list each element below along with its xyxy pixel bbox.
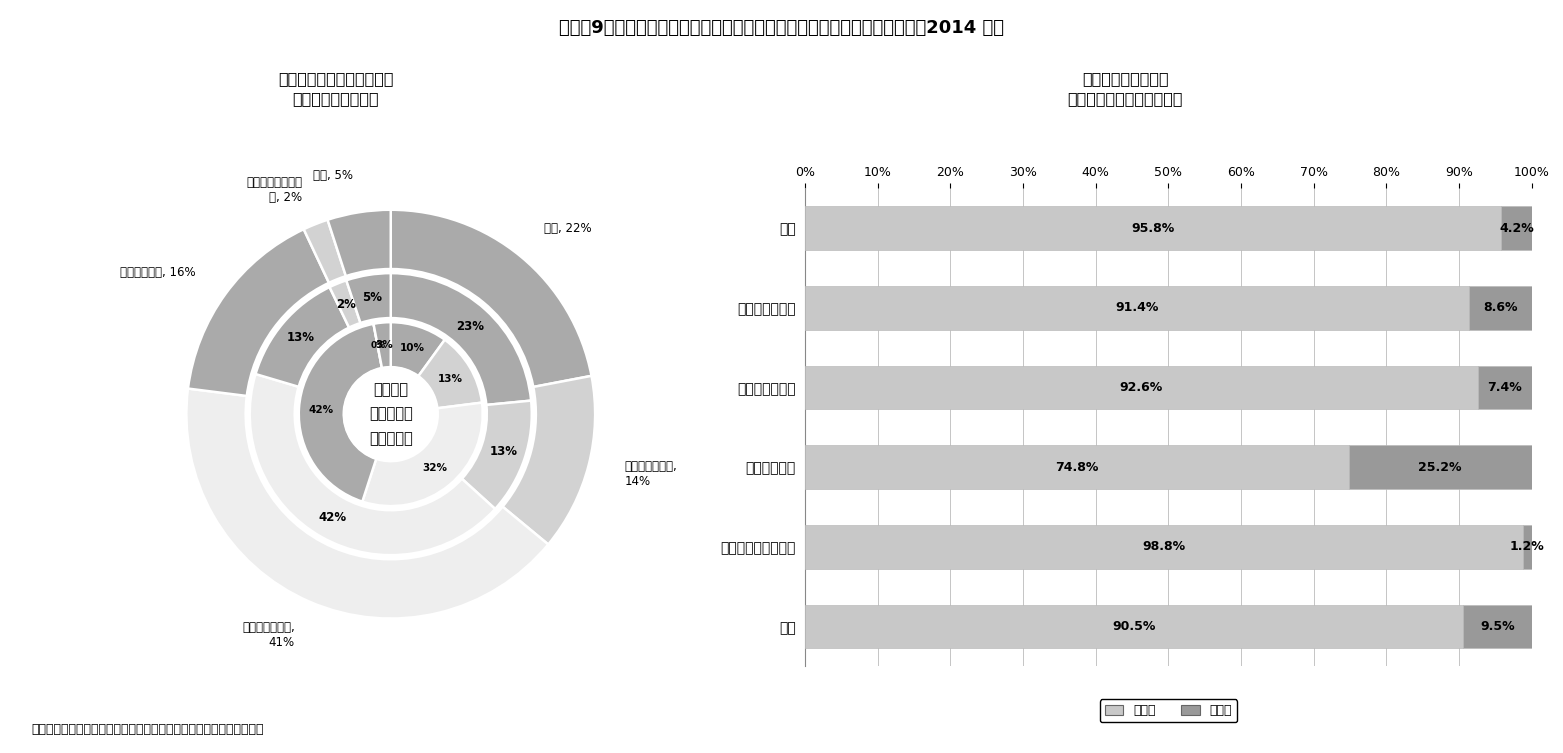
Text: ＜日本人・外国人別にみた
宿泊施設別構成比＞: ＜日本人・外国人別にみた 宿泊施設別構成比＞ (278, 72, 394, 106)
Wedge shape (503, 376, 596, 544)
Text: 8.6%: 8.6% (1483, 301, 1518, 314)
Text: 91.4%: 91.4% (1116, 301, 1158, 314)
Bar (1469, 286, 1532, 330)
Text: 外：総数
中：日本人
内：外国人: 外：総数 中：日本人 内：外国人 (369, 382, 413, 447)
Text: 13%: 13% (438, 373, 463, 384)
Bar (1479, 365, 1532, 410)
Text: 会社・団体の宿泊
所, 2%: 会社・団体の宿泊 所, 2% (245, 176, 302, 204)
Wedge shape (250, 374, 495, 555)
Text: 1.2%: 1.2% (1510, 541, 1544, 553)
Text: 74.8%: 74.8% (1055, 461, 1099, 474)
Wedge shape (256, 287, 349, 387)
Wedge shape (419, 340, 481, 408)
Bar (805, 525, 1522, 569)
Text: 9.5%: 9.5% (1480, 620, 1515, 633)
Wedge shape (391, 322, 445, 376)
Bar (805, 365, 1479, 410)
Text: 25.2%: 25.2% (1418, 461, 1461, 474)
Wedge shape (330, 280, 361, 328)
Text: 32%: 32% (422, 462, 447, 473)
Text: 7.4%: 7.4% (1488, 381, 1522, 394)
Circle shape (344, 367, 438, 461)
Bar (1463, 605, 1532, 648)
Text: 42%: 42% (309, 405, 334, 415)
Wedge shape (186, 389, 549, 618)
Wedge shape (391, 210, 591, 387)
Text: 3%: 3% (375, 340, 392, 350)
Text: 98.8%: 98.8% (1143, 541, 1186, 553)
Wedge shape (363, 403, 483, 506)
Bar (805, 286, 1469, 330)
Text: 旅館, 22%: 旅館, 22% (544, 222, 592, 235)
Text: 4.2%: 4.2% (1499, 221, 1533, 235)
Bar (1522, 525, 1532, 569)
Text: （出所）観光庁「宿泊旅行統計」に基づきニッセイ基礎研究所が作成: （出所）観光庁「宿泊旅行統計」に基づきニッセイ基礎研究所が作成 (31, 724, 264, 736)
Text: ＜宿泊施設別にみた
日本人・外国人別構成比＞: ＜宿泊施設別にみた 日本人・外国人別構成比＞ (1068, 72, 1183, 106)
Text: 13%: 13% (489, 445, 517, 458)
Bar (805, 605, 1463, 648)
Text: 0%: 0% (370, 341, 386, 350)
Text: 2%: 2% (336, 297, 356, 311)
Wedge shape (374, 322, 391, 368)
Wedge shape (347, 273, 391, 323)
Wedge shape (188, 229, 328, 396)
Wedge shape (299, 324, 381, 501)
Bar (805, 206, 1500, 250)
Wedge shape (328, 210, 391, 276)
Text: ビジネスホテル,
41%: ビジネスホテル, 41% (242, 621, 295, 650)
Text: 5%: 5% (361, 291, 381, 303)
Legend: 日本人, 外国人: 日本人, 外国人 (1100, 700, 1236, 722)
Wedge shape (461, 401, 531, 509)
Text: 95.8%: 95.8% (1132, 221, 1175, 235)
Wedge shape (374, 324, 381, 368)
Bar (1500, 206, 1532, 250)
Text: 23%: 23% (456, 320, 485, 333)
Text: 図表－9：宿泊施設タイプ別および日本人・外国人別の延べ宿泊者比率　（2014 年）: 図表－9：宿泊施設タイプ別および日本人・外国人別の延べ宿泊者比率 （2014 年… (560, 19, 1003, 37)
Wedge shape (391, 273, 531, 405)
Text: 13%: 13% (286, 331, 314, 344)
Bar (805, 445, 1349, 489)
Text: 42%: 42% (319, 511, 347, 524)
Text: シティホテル, 16%: シティホテル, 16% (120, 266, 195, 279)
Wedge shape (303, 220, 345, 283)
Bar (1349, 445, 1532, 489)
Text: 不詳, 5%: 不詳, 5% (313, 169, 353, 182)
Text: 90.5%: 90.5% (1113, 620, 1155, 633)
Text: 92.6%: 92.6% (1119, 381, 1163, 394)
Text: リゾートホテル,
14%: リゾートホテル, 14% (624, 460, 677, 488)
Text: 10%: 10% (400, 343, 425, 353)
